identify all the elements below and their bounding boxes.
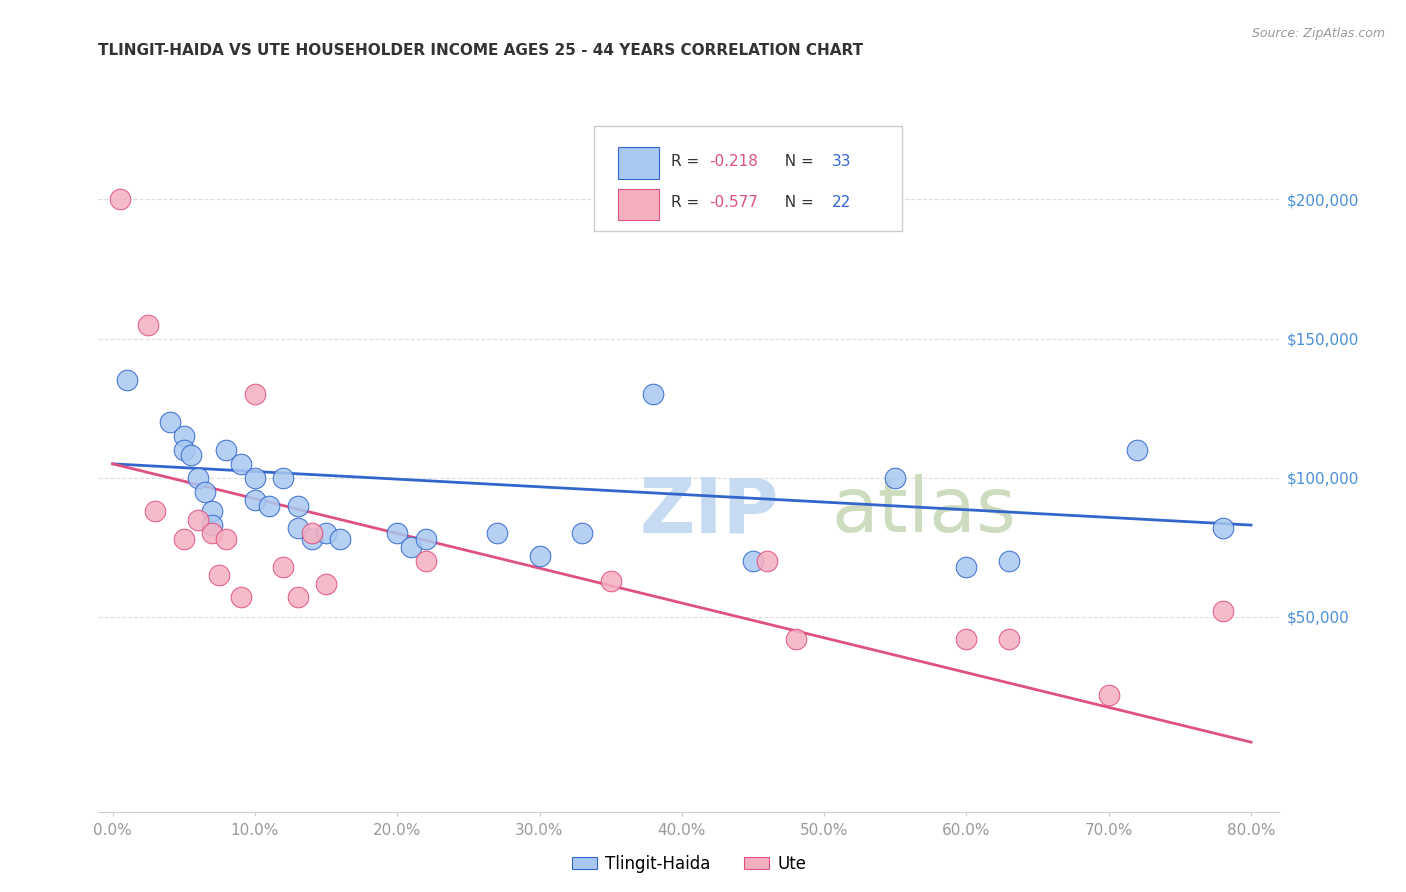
Point (215, 442, 238, 457)
Point (159, 415, 181, 429)
Point (229, 591, 252, 605)
Point (415, 554, 437, 568)
Text: atlas: atlas (831, 475, 1017, 549)
Point (401, 541, 423, 555)
Point (315, 526, 337, 541)
Point (599, 574, 621, 588)
Point (180, 449, 202, 463)
Point (955, 632, 977, 647)
Point (243, 493, 266, 508)
Point (243, 387, 266, 401)
Point (756, 554, 779, 568)
Point (785, 632, 807, 647)
Point (287, 521, 309, 535)
Point (301, 526, 323, 541)
Point (187, 512, 209, 526)
Point (643, 387, 665, 401)
Point (215, 532, 238, 546)
Point (115, 373, 138, 387)
Text: N =: N = (775, 195, 818, 211)
Point (884, 471, 907, 485)
Point (143, 504, 166, 518)
Point (273, 559, 295, 574)
Point (208, 568, 231, 582)
Point (329, 532, 352, 546)
Point (1126, 442, 1149, 457)
Point (108, 193, 131, 207)
Point (955, 559, 977, 574)
Text: R =: R = (671, 195, 704, 211)
Point (201, 518, 224, 533)
Text: ZIP: ZIP (640, 475, 779, 549)
Point (998, 632, 1021, 647)
Text: 22: 22 (832, 195, 851, 211)
Point (201, 526, 224, 541)
Point (742, 554, 765, 568)
Point (173, 532, 195, 546)
Text: 33: 33 (832, 153, 852, 169)
Point (187, 471, 209, 485)
Point (415, 532, 437, 546)
FancyBboxPatch shape (595, 127, 901, 231)
Point (387, 526, 409, 541)
Text: -0.577: -0.577 (709, 195, 758, 211)
Point (194, 484, 217, 499)
Point (1212, 604, 1234, 618)
Point (229, 457, 252, 471)
Point (287, 499, 309, 513)
FancyBboxPatch shape (619, 189, 659, 220)
Point (136, 318, 159, 332)
Point (315, 576, 337, 591)
Point (1098, 688, 1121, 702)
Legend: Tlingit-Haida, Ute: Tlingit-Haida, Ute (565, 848, 813, 880)
Point (1212, 521, 1234, 535)
Point (301, 532, 323, 546)
Point (485, 526, 508, 541)
Point (998, 554, 1021, 568)
Point (257, 499, 280, 513)
Text: TLINGIT-HAIDA VS UTE HOUSEHOLDER INCOME AGES 25 - 44 YEARS CORRELATION CHART: TLINGIT-HAIDA VS UTE HOUSEHOLDER INCOME … (98, 43, 863, 58)
Point (529, 549, 551, 563)
Point (173, 429, 195, 443)
Point (571, 526, 593, 541)
Point (243, 471, 266, 485)
Point (287, 591, 309, 605)
Text: -0.218: -0.218 (709, 153, 758, 169)
Text: R =: R = (671, 153, 704, 169)
Text: N =: N = (775, 153, 818, 169)
FancyBboxPatch shape (619, 147, 659, 178)
Text: Source: ZipAtlas.com: Source: ZipAtlas.com (1251, 27, 1385, 40)
Point (173, 442, 195, 457)
Point (201, 504, 224, 518)
Point (273, 471, 295, 485)
